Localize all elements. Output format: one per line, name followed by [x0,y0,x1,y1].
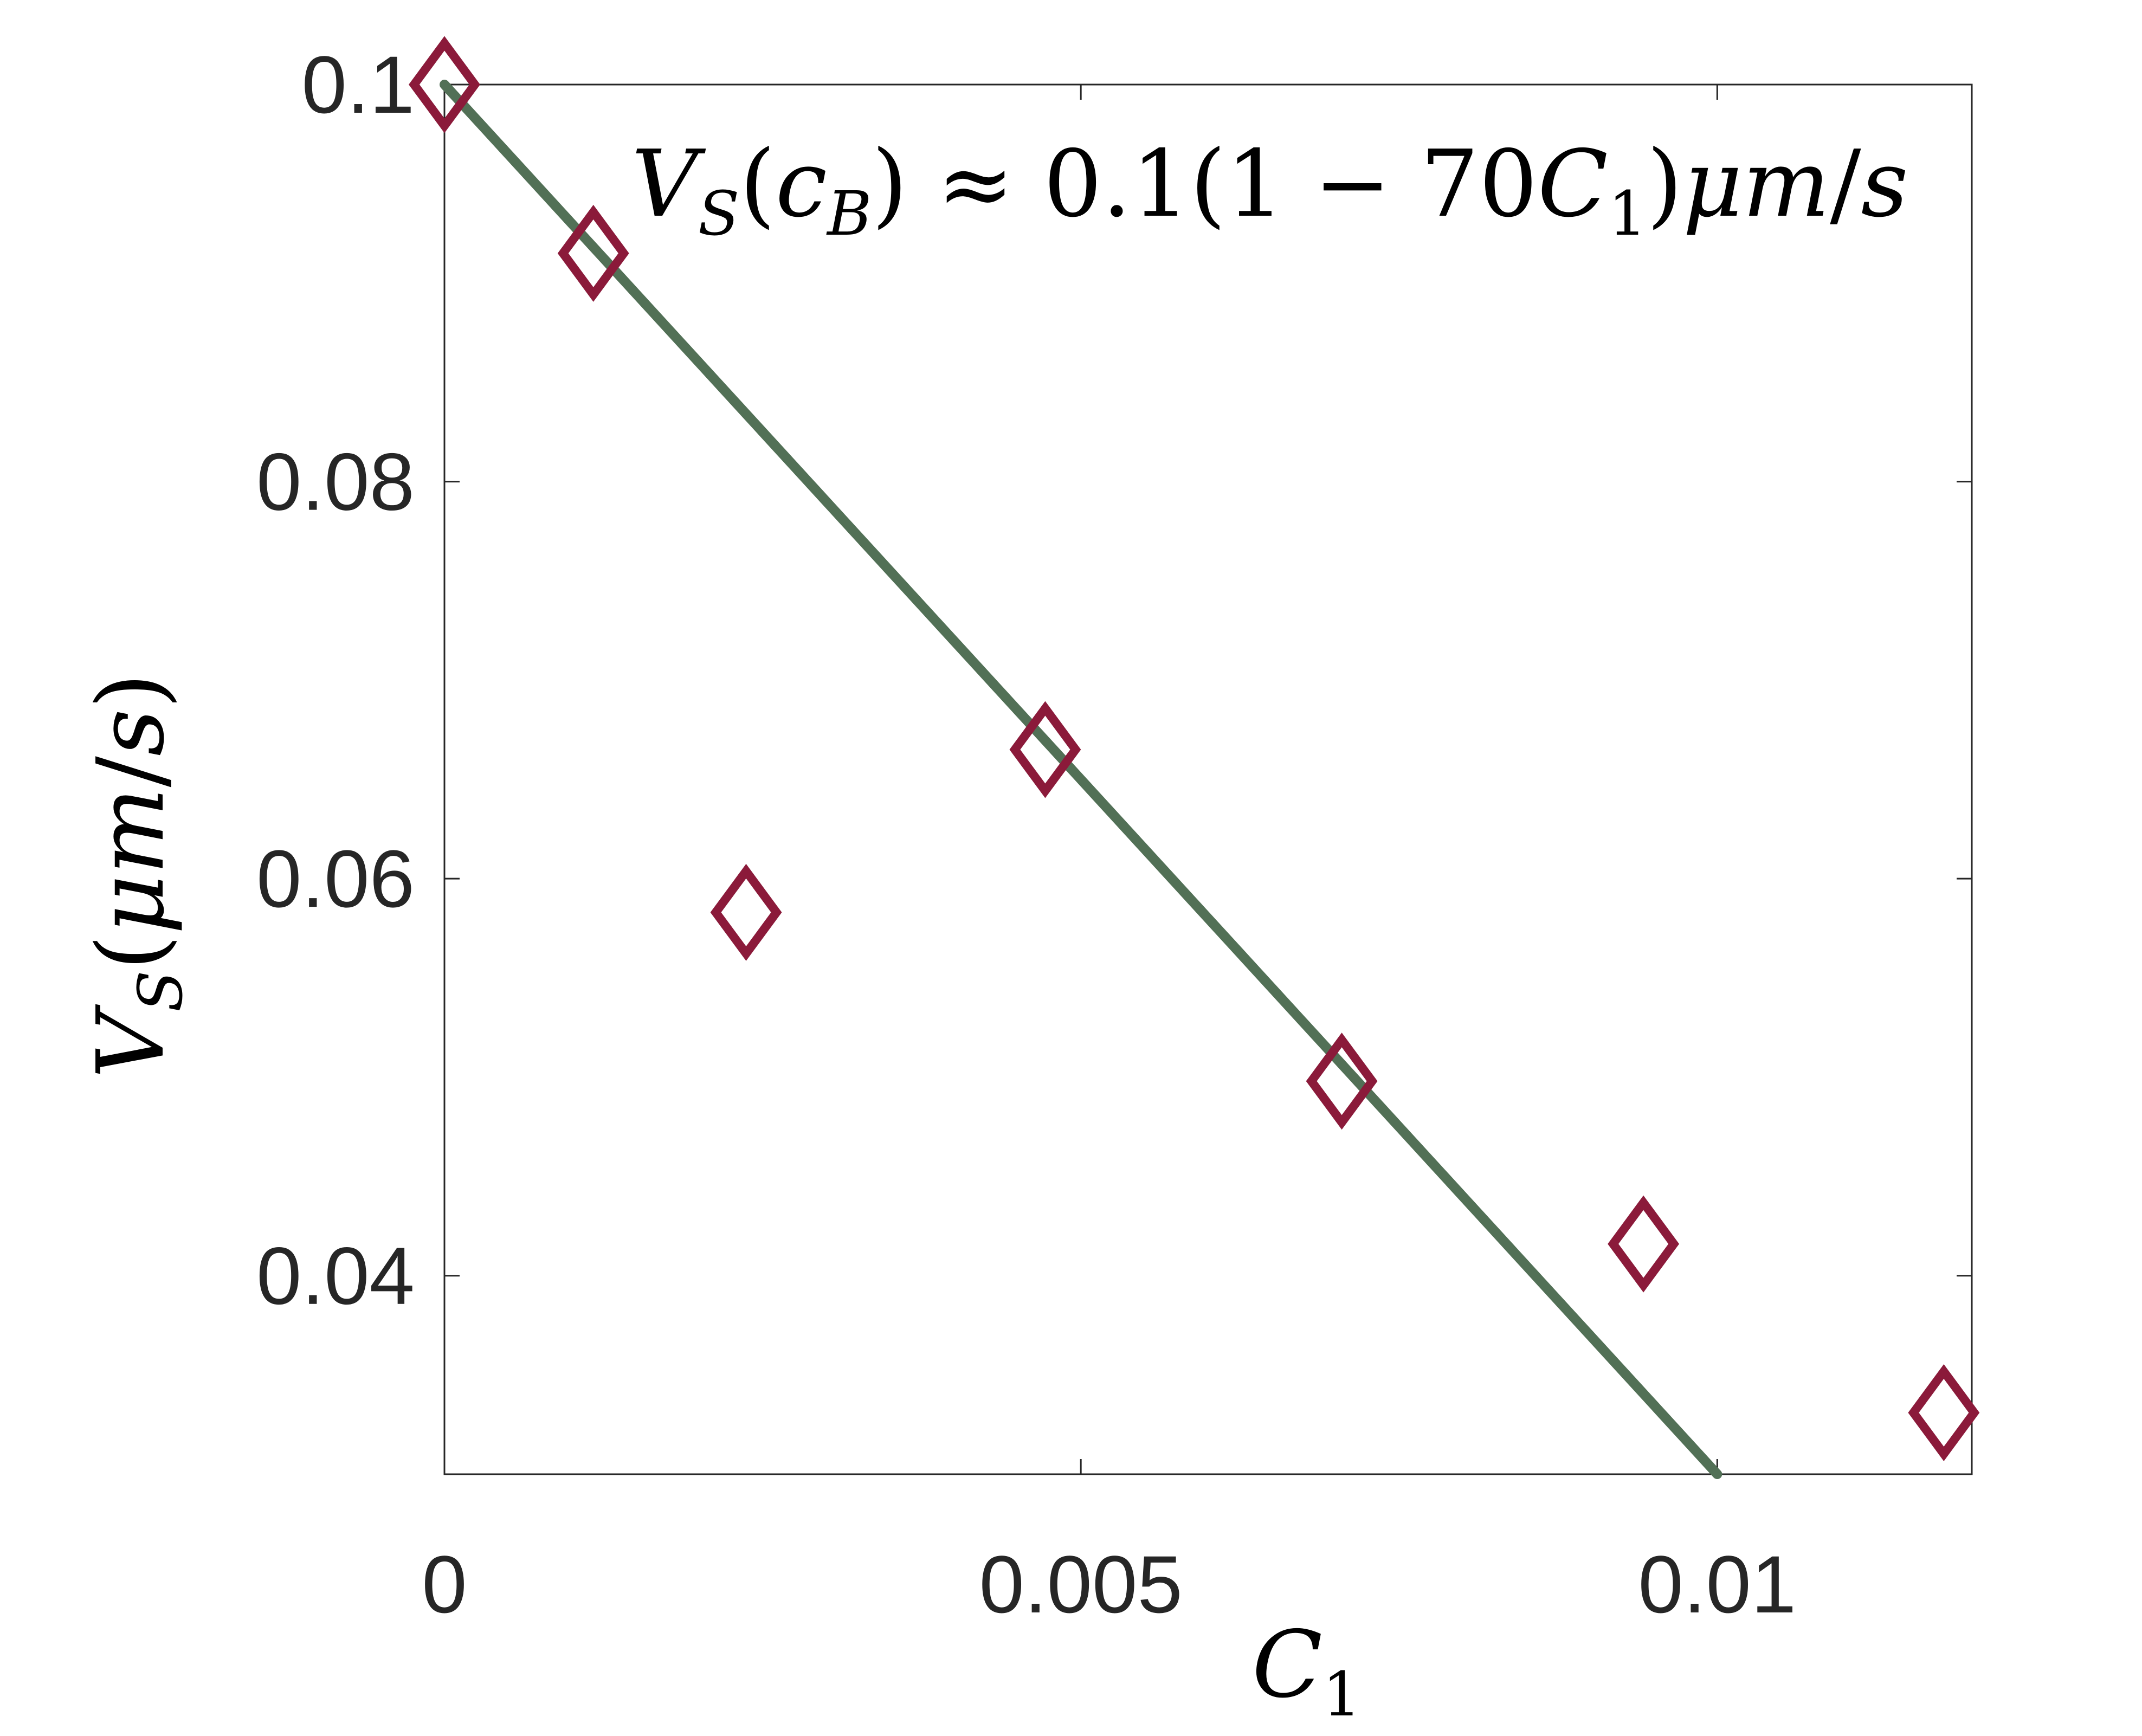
x-tick-label: 0.01 [1638,1539,1796,1630]
x-tick-label: 0 [422,1539,467,1630]
data-point-diamond [1908,1364,1980,1461]
axes [443,83,1973,1475]
fit-line-group [440,80,1722,1479]
fit-equation-annotation: VS(cB) ≈ 0.1(1 − 70C1)μm/s [631,131,1908,249]
y-tick-label: 0.1 [301,39,415,130]
y-axis-label: VS(μm/s) [78,673,196,1079]
data-point-diamond [409,36,480,133]
tick-labels: 0 0.005 0.01 0.04 0.06 0.08 0.1 [256,39,1796,1630]
fit-line [440,80,1722,1479]
data-point-diamond [557,204,629,302]
data-point-diamond [1009,701,1081,798]
x-tick-label: 0.005 [979,1539,1182,1630]
data-point-diamond [1306,1032,1378,1130]
y-tick-label: 0.06 [256,833,415,924]
y-tick-label: 0.08 [256,436,415,527]
data-points-group [409,36,1980,1461]
x-axis-label: C1 [1252,1611,1361,1730]
y-tick-label: 0.04 [256,1230,415,1321]
data-point-diamond [710,863,782,961]
plot-frame [443,83,1973,1475]
data-point-diamond [1608,1195,1680,1293]
